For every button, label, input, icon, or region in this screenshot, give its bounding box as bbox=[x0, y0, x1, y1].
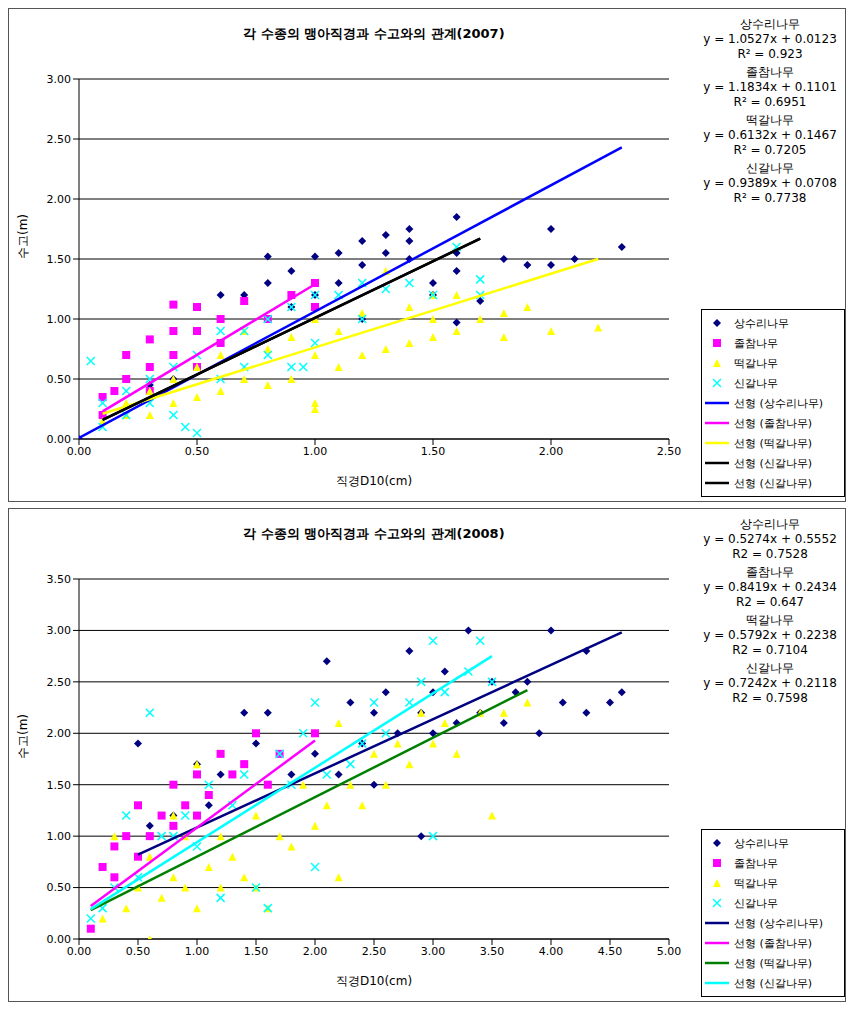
svg-text:1.50: 1.50 bbox=[47, 253, 72, 266]
html-text:R2 = 0.7104: R2 = 0.7104 bbox=[732, 643, 808, 657]
html-text:선형 (신갈나무): 선형 (신갈나무) bbox=[734, 456, 813, 470]
html-text:R² = 0.7738: R² = 0.7738 bbox=[733, 191, 807, 205]
svg-text:0.50: 0.50 bbox=[126, 945, 151, 958]
html-text:졸참나무: 졸참나무 bbox=[734, 856, 778, 870]
svg-text:2.00: 2.00 bbox=[47, 727, 72, 740]
svg-text:2.00: 2.00 bbox=[539, 445, 564, 458]
html-text:신갈나무: 신갈나무 bbox=[734, 896, 778, 910]
html-text:y = 0.5792x + 0.2238: y = 0.5792x + 0.2238 bbox=[703, 628, 837, 642]
html-text:y = 1.0527x + 0.0123: y = 1.0527x + 0.0123 bbox=[703, 32, 837, 46]
html-text:R² = 0.923: R² = 0.923 bbox=[737, 47, 803, 61]
svg-text:1.00: 1.00 bbox=[47, 313, 72, 326]
svg-text:0.50: 0.50 bbox=[47, 373, 72, 386]
html-text:선형 (졸참나무): 선형 (졸참나무) bbox=[734, 936, 813, 950]
svg-text:3.50: 3.50 bbox=[47, 573, 72, 586]
html-text:선형 (신갈나무): 선형 (신갈나무) bbox=[734, 476, 813, 490]
html-text:졸참나무: 졸참나무 bbox=[734, 336, 778, 350]
html-text:떡갈나무: 떡갈나무 bbox=[734, 876, 778, 890]
html-text:R2 = 0.647: R2 = 0.647 bbox=[736, 595, 804, 609]
html-text:떡갈나무: 떡갈나무 bbox=[746, 113, 794, 127]
html-text:선형 (졸참나무): 선형 (졸참나무) bbox=[734, 416, 813, 430]
svg-text:수고(m): 수고(m) bbox=[16, 214, 30, 259]
html-text:y = 0.9389x + 0.0708: y = 0.9389x + 0.0708 bbox=[703, 176, 837, 190]
html-text:떡갈나무: 떡갈나무 bbox=[734, 356, 778, 370]
svg-text:2.00: 2.00 bbox=[303, 945, 328, 958]
svg-text:1.50: 1.50 bbox=[47, 779, 72, 792]
svg-text:3.00: 3.00 bbox=[421, 945, 446, 958]
html-text:R² = 0.6951: R² = 0.6951 bbox=[733, 95, 807, 109]
svg-text:1.50: 1.50 bbox=[421, 445, 446, 458]
html-text:선형 (떡갈나무): 선형 (떡갈나무) bbox=[734, 956, 813, 970]
html-text:각 수종의 맹아직경과 수고와의 관계(2008): 각 수종의 맹아직경과 수고와의 관계(2008) bbox=[243, 526, 505, 541]
svg-text:직경D10(cm): 직경D10(cm) bbox=[336, 974, 412, 988]
html-text:상수리나무: 상수리나무 bbox=[734, 836, 789, 850]
svg-text:4.50: 4.50 bbox=[598, 945, 623, 958]
svg-text:0.00: 0.00 bbox=[67, 945, 92, 958]
html-text:y = 1.1834x + 0.1101: y = 1.1834x + 0.1101 bbox=[703, 80, 837, 94]
svg-text:0.50: 0.50 bbox=[47, 881, 72, 894]
svg-text:수고(m): 수고(m) bbox=[16, 714, 30, 759]
html-text:R2 = 0.7598: R2 = 0.7598 bbox=[732, 691, 808, 705]
html-text:각 수종의 맹아직경과 수고와의 관계(2007): 각 수종의 맹아직경과 수고와의 관계(2007) bbox=[243, 26, 505, 41]
html-text:상수리나무: 상수리나무 bbox=[734, 316, 789, 330]
html-text:신갈나무: 신갈나무 bbox=[746, 661, 794, 675]
html-text:R² = 0.7205: R² = 0.7205 bbox=[733, 143, 807, 157]
html-text:떡갈나무: 떡갈나무 bbox=[746, 613, 794, 627]
svg-text:0.50: 0.50 bbox=[185, 445, 210, 458]
svg-text:1.50: 1.50 bbox=[244, 945, 269, 958]
html-text:졸참나무: 졸참나무 bbox=[746, 65, 794, 79]
svg-text:0.00: 0.00 bbox=[47, 433, 72, 446]
html-text:신갈나무: 신갈나무 bbox=[746, 161, 794, 175]
svg-text:2.50: 2.50 bbox=[47, 133, 72, 146]
svg-text:2.50: 2.50 bbox=[47, 676, 72, 689]
html-text:신갈나무: 신갈나무 bbox=[734, 376, 778, 390]
svg-text:2.50: 2.50 bbox=[657, 445, 682, 458]
html-text:y = 0.6132x + 0.1467: y = 0.6132x + 0.1467 bbox=[703, 128, 837, 142]
html-text:y = 0.5274x + 0.5552: y = 0.5274x + 0.5552 bbox=[703, 532, 837, 546]
html-text:상수리나무: 상수리나무 bbox=[740, 517, 800, 531]
svg-text:3.00: 3.00 bbox=[47, 73, 72, 86]
html-text:선형 (떡갈나무): 선형 (떡갈나무) bbox=[734, 436, 813, 450]
svg-text:5.00: 5.00 bbox=[657, 945, 682, 958]
svg-text:3.50: 3.50 bbox=[480, 945, 505, 958]
svg-text:3.00: 3.00 bbox=[47, 624, 72, 637]
svg-text:2.50: 2.50 bbox=[362, 945, 387, 958]
html-text:선형 (상수리나무): 선형 (상수리나무) bbox=[734, 916, 824, 930]
html-text:선형 (상수리나무): 선형 (상수리나무) bbox=[734, 396, 824, 410]
svg-text:1.00: 1.00 bbox=[185, 945, 210, 958]
html-text:상수리나무: 상수리나무 bbox=[740, 17, 800, 31]
svg-text:0.00: 0.00 bbox=[67, 445, 92, 458]
svg-text:1.00: 1.00 bbox=[47, 830, 72, 843]
svg-text:1.00: 1.00 bbox=[303, 445, 328, 458]
html-text:y = 0.8419x + 0.2434: y = 0.8419x + 0.2434 bbox=[703, 580, 837, 594]
svg-text:2.00: 2.00 bbox=[47, 193, 72, 206]
svg-text:직경D10(cm): 직경D10(cm) bbox=[336, 474, 412, 488]
html-text:졸참나무: 졸참나무 bbox=[746, 565, 794, 579]
svg-text:4.00: 4.00 bbox=[539, 945, 564, 958]
html-text:R2 = 0.7528: R2 = 0.7528 bbox=[732, 547, 808, 561]
svg-text:0.00: 0.00 bbox=[47, 933, 72, 946]
html-text:선형 (신갈나무): 선형 (신갈나무) bbox=[734, 976, 813, 990]
html-text:y = 0.7242x + 0.2118: y = 0.7242x + 0.2118 bbox=[703, 676, 837, 690]
